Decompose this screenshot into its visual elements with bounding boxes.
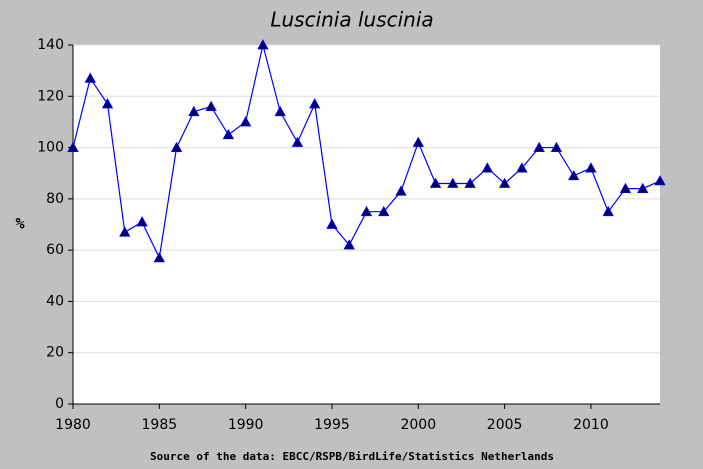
data-marker [481, 162, 494, 173]
data-marker [119, 226, 131, 237]
y-tick-label: 80 [46, 191, 64, 207]
y-tick-label: 120 [37, 88, 64, 104]
data-marker [395, 185, 407, 196]
y-tick-label: 140 [37, 37, 64, 53]
data-marker [619, 182, 632, 193]
x-tick-label: 1995 [314, 417, 350, 433]
data-marker [447, 177, 459, 188]
y-axis-label: % [15, 215, 24, 233]
data-marker [602, 205, 614, 217]
data-marker [239, 116, 252, 127]
data-marker [222, 128, 235, 140]
x-tick-label: 2000 [400, 417, 436, 433]
y-tick-label: 60 [46, 242, 64, 258]
data-marker [153, 252, 166, 263]
data-marker [188, 105, 200, 117]
data-marker [326, 218, 338, 229]
x-tick-label: 1985 [142, 417, 178, 433]
data-marker [309, 98, 321, 109]
x-tick-label: 1990 [228, 417, 264, 433]
data-marker [274, 105, 286, 117]
data-marker [533, 141, 545, 152]
plot-area [73, 45, 660, 404]
source-note: Source of the data: EBCC/RSPB/BirdLife/S… [150, 450, 554, 463]
data-marker [84, 72, 96, 83]
data-marker [585, 162, 597, 173]
data-marker [257, 39, 269, 50]
data-marker [378, 205, 390, 217]
data-marker [205, 100, 217, 111]
data-marker [136, 216, 148, 227]
data-marker [101, 98, 114, 109]
data-marker [498, 177, 511, 188]
data-marker [343, 239, 355, 250]
x-tick-label: 1980 [55, 417, 91, 433]
data-marker [654, 175, 666, 186]
chart-title: Luscinia luscinia [270, 8, 433, 32]
data-marker [550, 141, 563, 152]
data-marker [464, 177, 476, 188]
data-marker [170, 141, 183, 152]
data-marker [429, 177, 442, 188]
data-marker [567, 169, 580, 181]
data-marker [291, 136, 304, 147]
x-tick-label: 2005 [487, 417, 523, 433]
data-marker [360, 205, 373, 217]
y-tick-label: 0 [55, 396, 64, 412]
data-marker [516, 162, 528, 173]
y-tick-label: 40 [46, 293, 64, 309]
y-tick-label: 100 [37, 140, 64, 156]
x-tick-label: 2010 [573, 417, 609, 433]
y-tick-label: 20 [46, 345, 64, 361]
data-marker [412, 136, 424, 147]
data-marker [637, 182, 649, 193]
data-marker [67, 141, 79, 152]
